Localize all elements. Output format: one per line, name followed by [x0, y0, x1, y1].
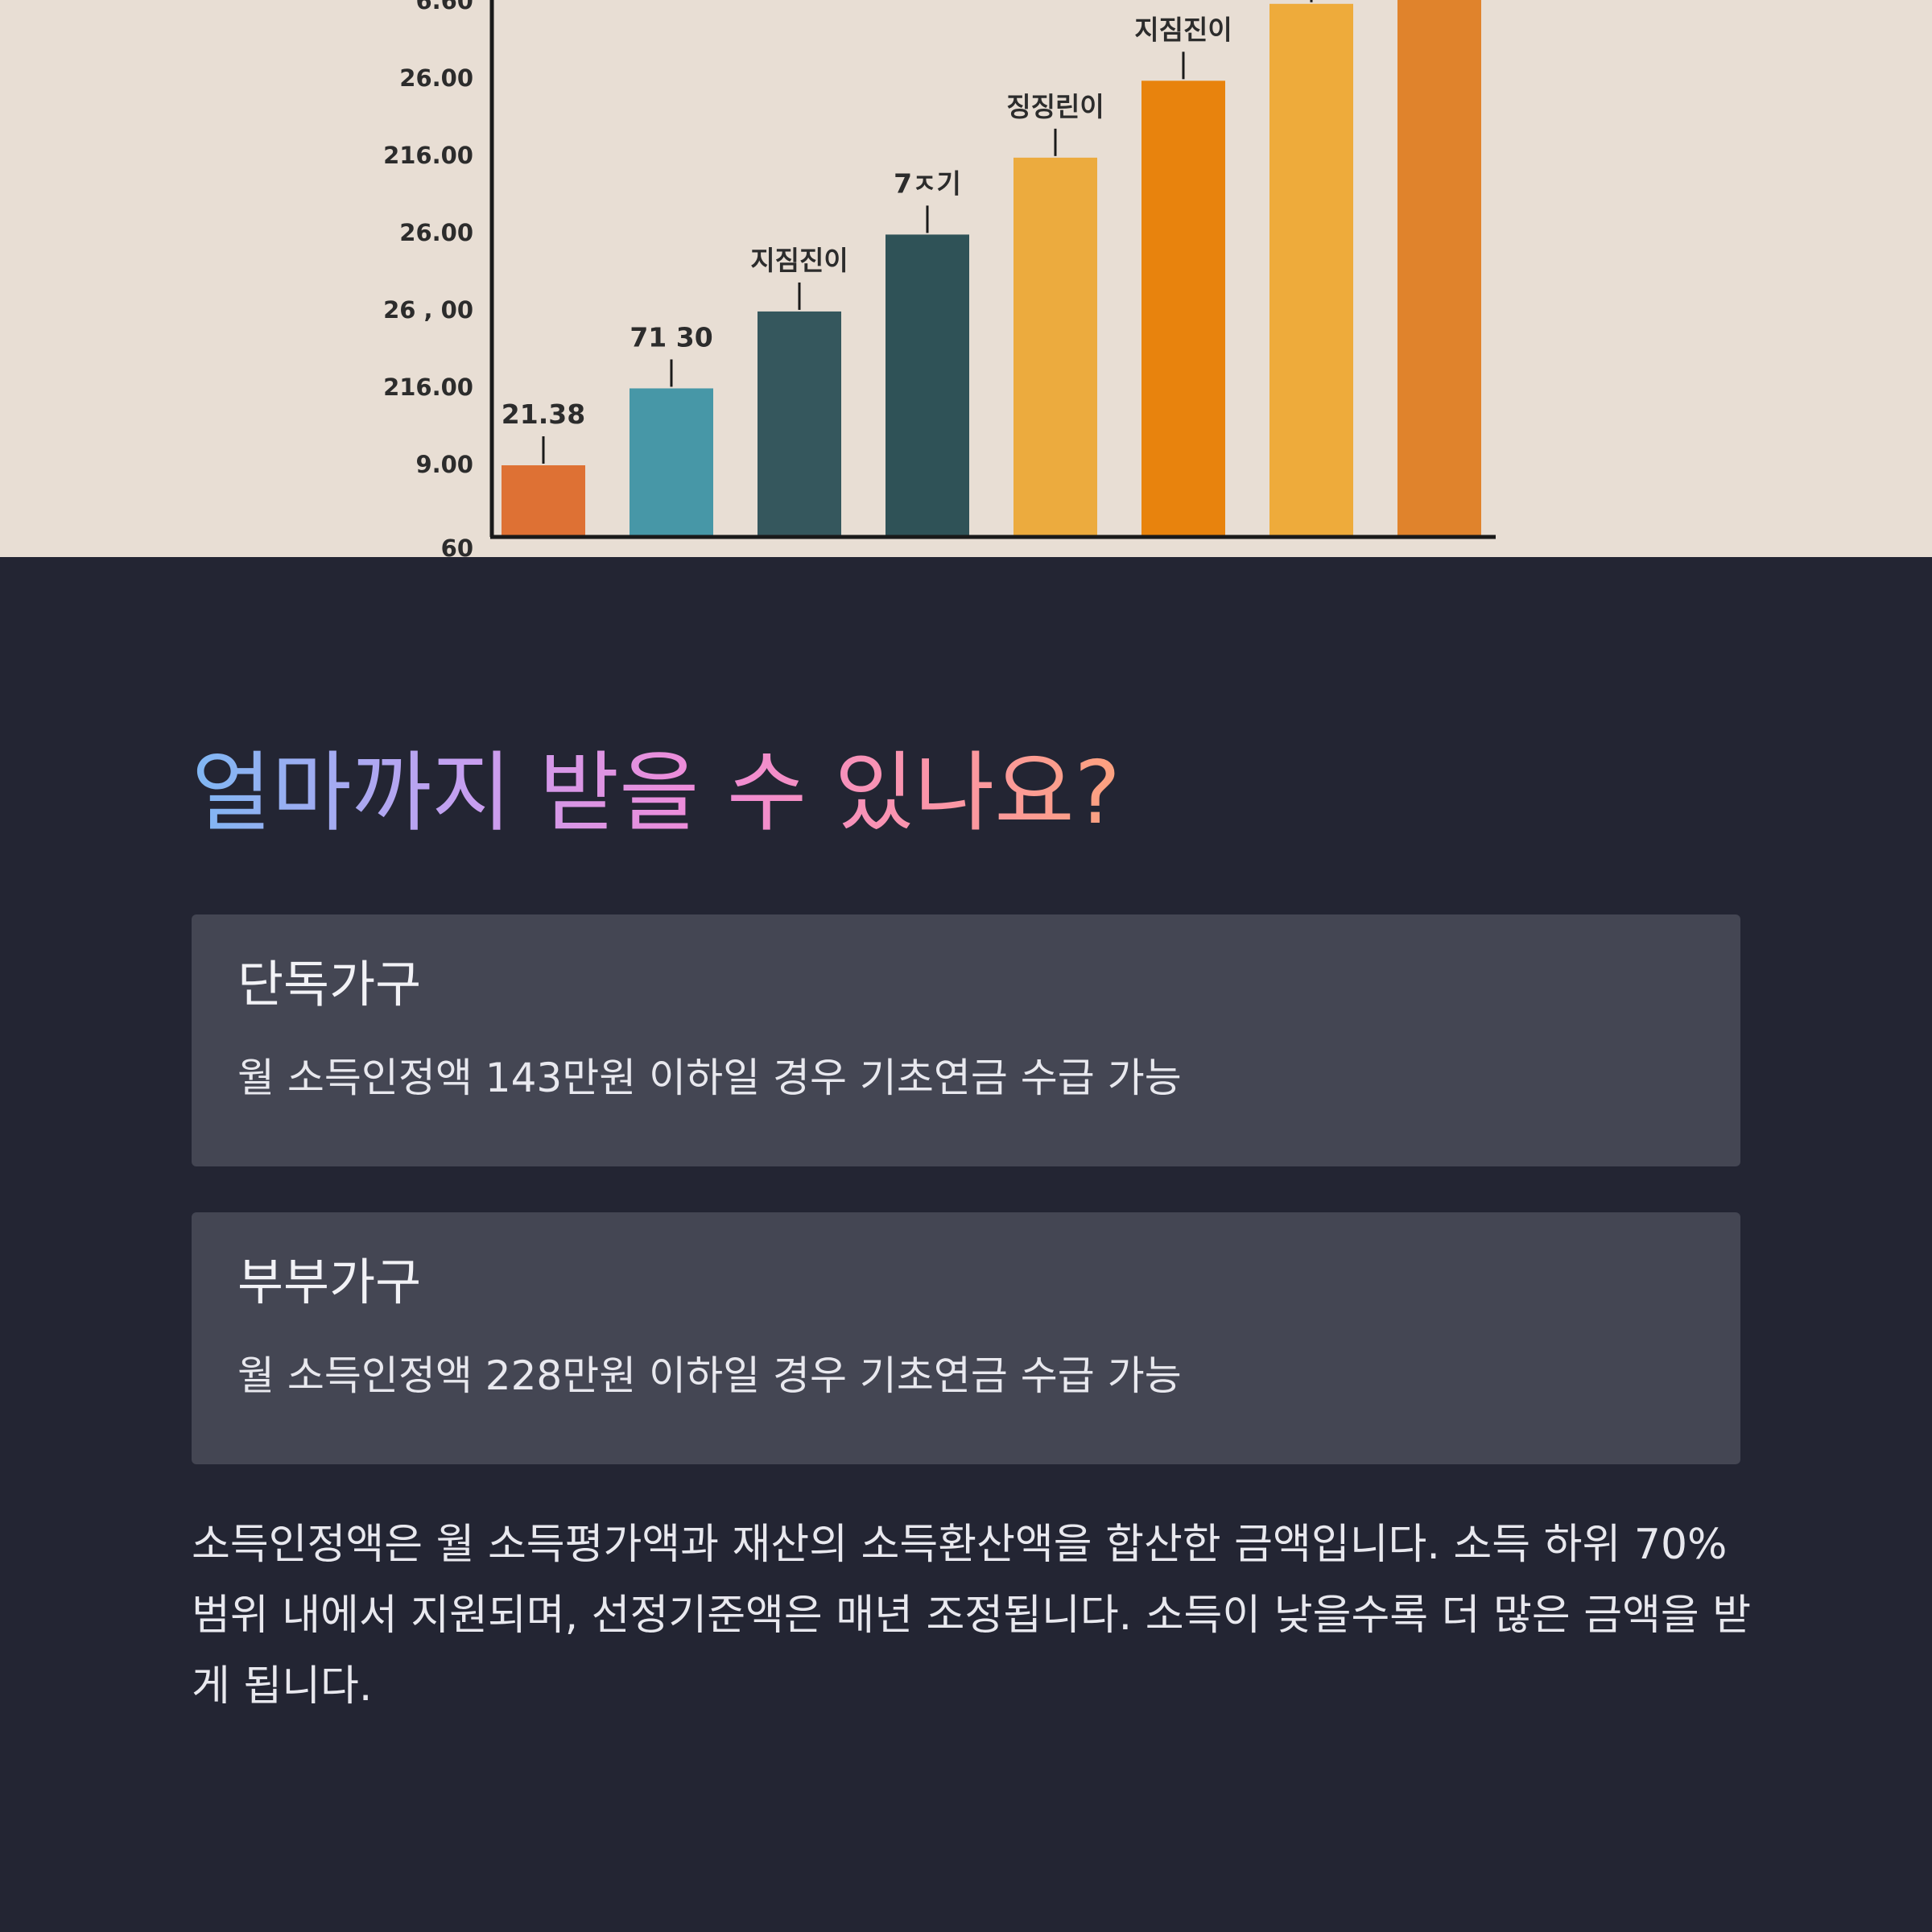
- bar: [502, 465, 585, 537]
- bar: [1013, 157, 1097, 537]
- bar: [1141, 80, 1225, 538]
- bar-chart: 6.60 26.00 216.00 26.00 26 , 00 216.00 9.00 60 2…: [0, 0, 1932, 557]
- y-tick-label: 216.00: [383, 374, 473, 401]
- bar-data-label: 지짐진이: [1134, 14, 1232, 45]
- card-title: 부부가구: [237, 1253, 422, 1311]
- y-tick-label: 60: [441, 535, 473, 557]
- bar-data-label: 징징린이: [1006, 91, 1104, 122]
- y-tick-label: 9.00: [415, 451, 473, 478]
- y-tick-label: 216.00: [383, 142, 473, 169]
- y-tick-label: 26.00: [399, 64, 473, 92]
- bar-data-label: 71 30: [630, 321, 712, 353]
- bar-data-label: 7ㅈ기: [894, 167, 961, 199]
- bar-chart-svg: 6.60 26.00 216.00 26.00 26 , 00 216.00 9.00 60 2…: [383, 0, 1496, 557]
- y-tick-label: 6.60: [415, 0, 473, 14]
- y-tick-label: 26 , 00: [383, 296, 473, 324]
- bar: [886, 234, 969, 537]
- card-description: 월 소득인정액 143만원 이하일 경우 기초연금 수급 가능: [237, 1055, 1182, 1101]
- info-section: 얼마까지 받을 수 있나요? 단독가구 월 소득인정액 143만원 이하일 경우…: [0, 557, 1932, 1932]
- bar-data-label: 21.38: [502, 398, 585, 430]
- bar: [630, 388, 713, 537]
- couple-household-card: 부부가구 월 소득인정액 228만원 이하일 경우 기초연금 수급 가능: [192, 1212, 1740, 1464]
- section-heading: 얼마까지 받을 수 있나요?: [192, 743, 1121, 844]
- bar-data-label: 지짐진이: [750, 245, 848, 276]
- bar: [758, 311, 841, 537]
- bar: [1397, 0, 1481, 537]
- explanation-paragraph: 소득인정액은 월 소득평가액과 재산의 소득환산액을 합산한 금액입니다. 소득…: [192, 1521, 1752, 1711]
- card-title: 단독가구: [237, 955, 422, 1013]
- card-description: 월 소득인정액 228만원 이하일 경우 기초연금 수급 가능: [237, 1352, 1182, 1399]
- bar: [1269, 3, 1353, 538]
- y-tick-label: 26.00: [399, 219, 473, 246]
- single-household-card: 단독가구 월 소득인정액 143만원 이하일 경우 기초연금 수급 가능: [192, 914, 1740, 1166]
